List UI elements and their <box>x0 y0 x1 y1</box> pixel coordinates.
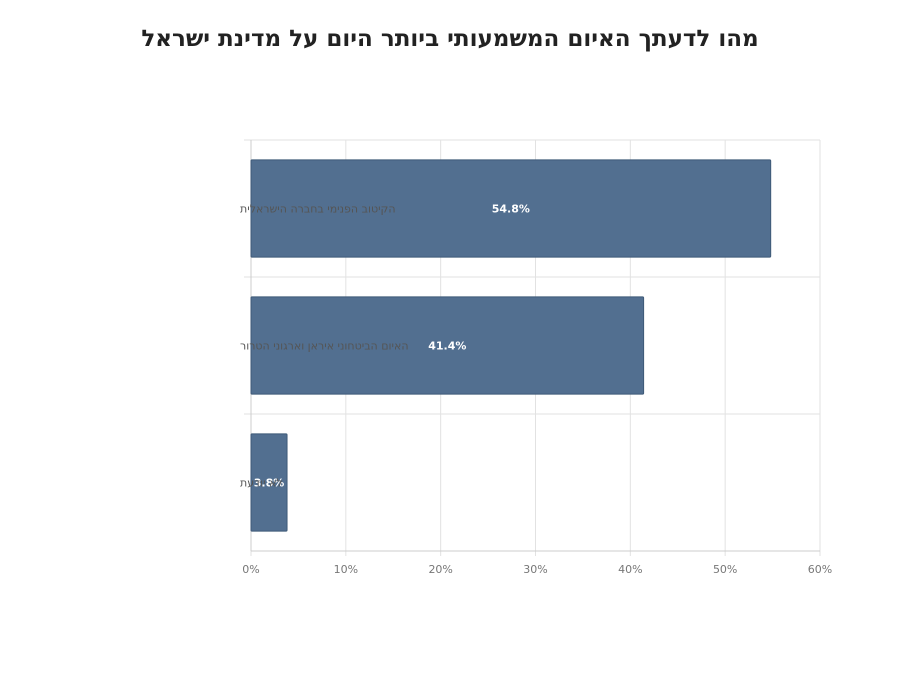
category-label: האיום הביטחוני איראן וארגוני הטרור <box>240 340 409 353</box>
x-tick-label: 20% <box>428 563 452 576</box>
category-label: לא יודעת <box>240 477 283 490</box>
x-tick-label: 0% <box>242 563 259 576</box>
x-axis-tick-labels: 0% 10% 20% 30% 40% 50% 60% <box>242 563 832 576</box>
chart-title: מהו לדעתך האיום המשמעותי ביותר היום על מ… <box>141 26 759 52</box>
x-tick-label: 10% <box>334 563 358 576</box>
bar-data-label: 54.8% <box>492 203 530 216</box>
category-label: הקיטוב הפנימי בחברה הישראלית <box>240 203 396 216</box>
x-tick-label: 30% <box>523 563 547 576</box>
category-labels: הקיטוב הפנימי בחברה הישראלית האיום הביטחו… <box>240 203 409 490</box>
bar <box>250 296 645 395</box>
bar <box>250 159 772 258</box>
bar-data-label: 41.4% <box>428 340 466 353</box>
bars: 54.8% 41.4% 3.8% <box>250 159 772 532</box>
bar <box>250 433 288 532</box>
bar-data-label: 3.8% <box>254 477 285 490</box>
x-tick-label: 40% <box>618 563 642 576</box>
x-tick-label: 50% <box>713 563 737 576</box>
x-tick-label: 60% <box>808 563 832 576</box>
